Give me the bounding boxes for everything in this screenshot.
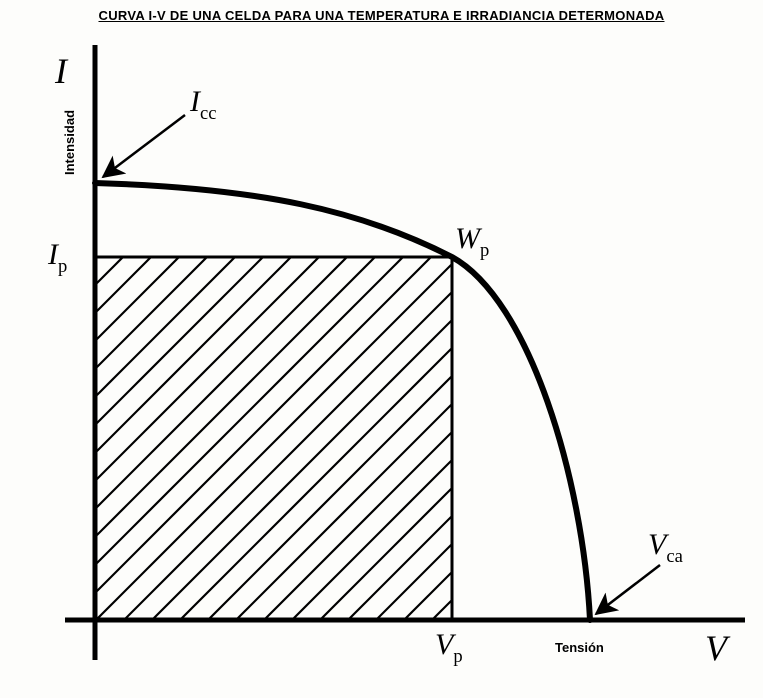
x-axis-variable: V — [705, 627, 727, 669]
label-vp: Vp — [435, 628, 463, 667]
diagram-svg — [0, 0, 763, 693]
label-ip-sub: p — [58, 256, 67, 277]
label-icc-main: I — [190, 85, 200, 118]
label-wp-sub: p — [480, 240, 489, 261]
label-vp-sub: p — [453, 646, 462, 667]
label-vca-sub: ca — [666, 546, 683, 567]
label-vp-main: V — [435, 628, 453, 661]
label-wp: Wp — [455, 222, 489, 261]
label-ip-main: I — [48, 238, 58, 271]
y-axis-variable: I — [55, 50, 67, 92]
x-axis-name: Tensión — [555, 640, 604, 655]
y-axis-name: Intensidad — [62, 110, 77, 175]
label-vca-main: V — [648, 528, 666, 561]
label-icc-sub: cc — [200, 103, 217, 124]
label-vca: Vca — [648, 528, 683, 567]
label-wp-main: W — [455, 222, 480, 255]
iv-curve-diagram — [0, 0, 763, 698]
label-icc: Icc — [190, 85, 217, 124]
label-ip: Ip — [48, 238, 67, 277]
